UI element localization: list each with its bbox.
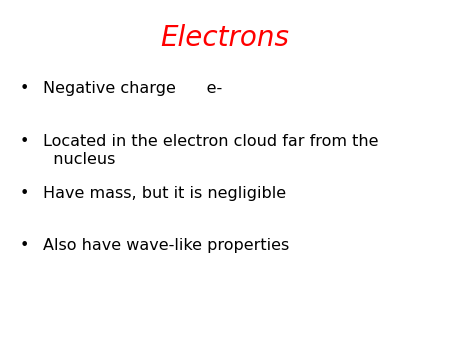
Text: •: • [20,134,29,148]
Text: •: • [20,186,29,201]
Text: •: • [20,238,29,253]
Text: •: • [20,81,29,96]
Text: Also have wave-like properties: Also have wave-like properties [43,238,289,253]
Text: Have mass, but it is negligible: Have mass, but it is negligible [43,186,286,201]
Text: Electrons: Electrons [161,24,289,52]
Text: Located in the electron cloud far from the
  nucleus: Located in the electron cloud far from t… [43,134,378,167]
Text: Negative charge      e-: Negative charge e- [43,81,222,96]
